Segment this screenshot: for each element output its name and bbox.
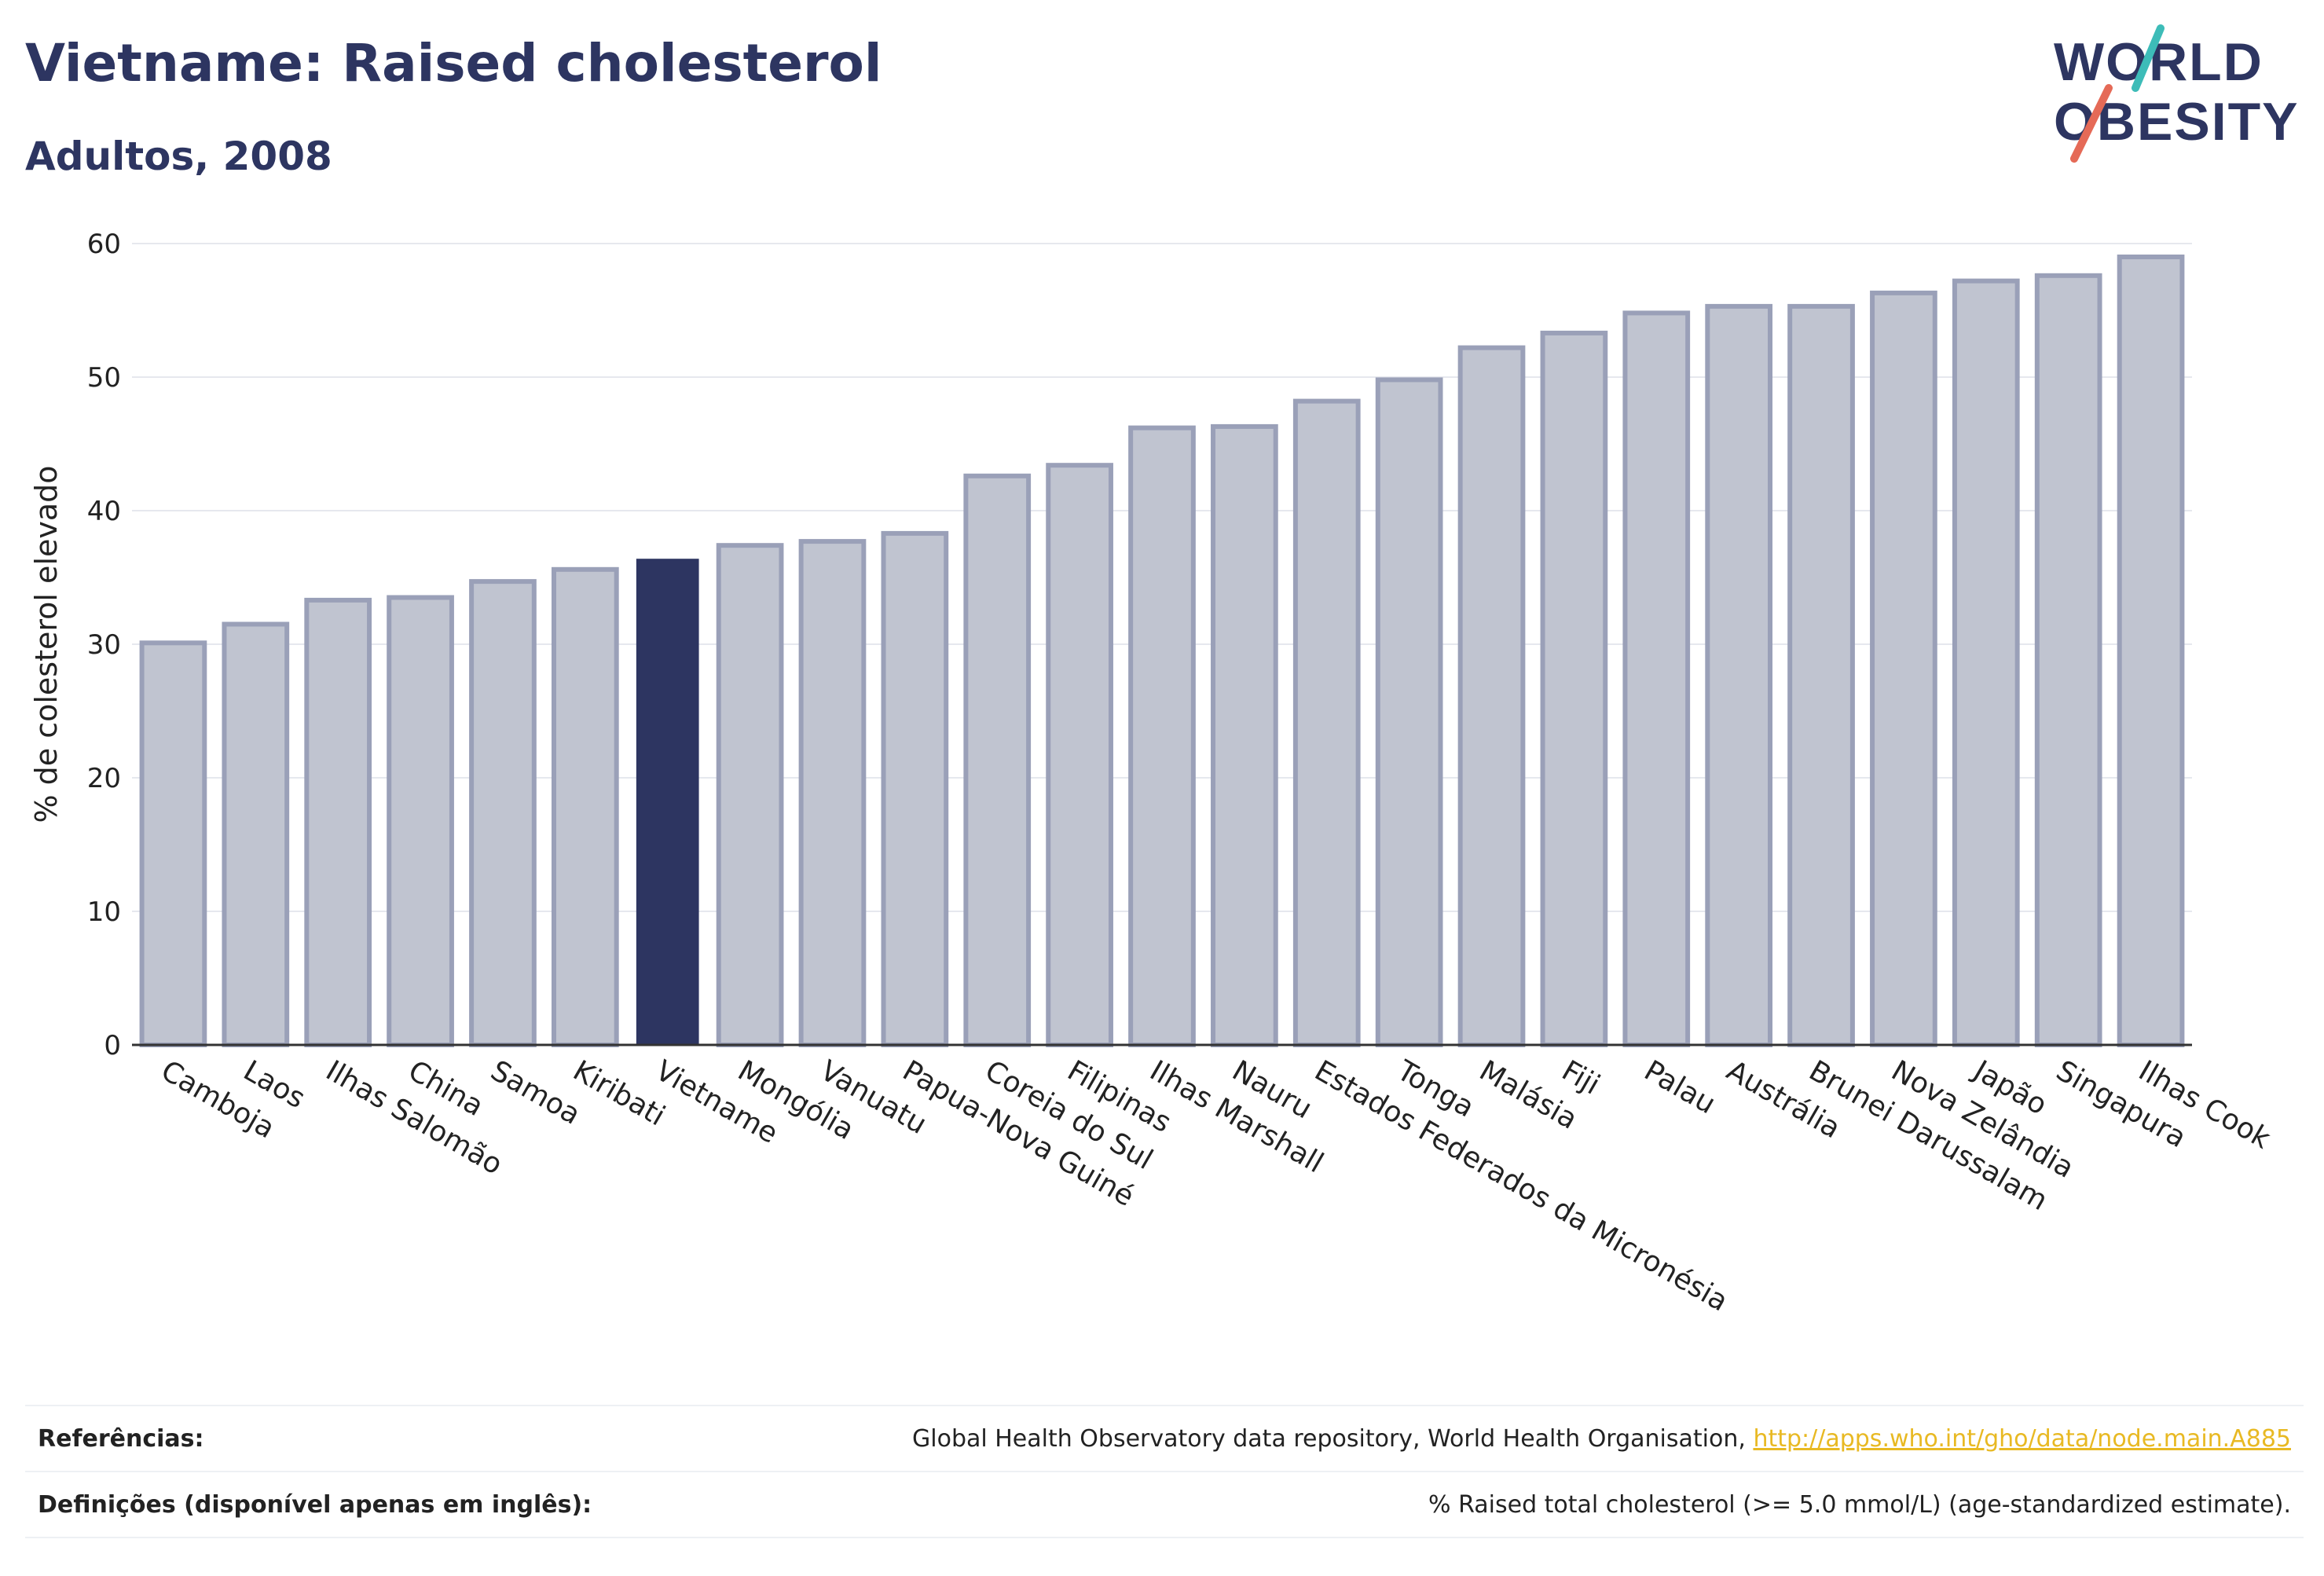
bar-mal-sia	[1457, 345, 1526, 1048]
definitions-row: Definições (disponível apenas em inglês)…	[25, 1471, 2304, 1538]
references-text: Global Health Observatory data repositor…	[912, 1424, 1754, 1453]
references-row: Referências: Global Health Observatory d…	[25, 1405, 2304, 1471]
x-tick-label: Palau	[1639, 1054, 1721, 1120]
logo-slash-teal	[2132, 24, 2165, 92]
bar-ilhas-salom-o	[304, 597, 372, 1047]
bar-vanuatu	[798, 539, 867, 1047]
bar-mong-lia	[716, 543, 784, 1047]
bar-coreia-do-sul	[963, 473, 1032, 1047]
bar-china	[387, 595, 454, 1047]
definitions-text: % Raised total cholesterol (>= 5.0 mmol/…	[1428, 1490, 2291, 1519]
world-obesity-logo: WORLD OBESITY	[2054, 24, 2298, 163]
references-link[interactable]: http://apps.who.int/gho/data/node.main.A…	[1753, 1424, 2291, 1453]
bar-fiji	[1540, 330, 1608, 1047]
bar-palau	[1622, 310, 1691, 1047]
bar-jap-o	[1952, 278, 2020, 1048]
bar-brunei-darussalam	[1787, 303, 1855, 1047]
bar-ilhas-marshall	[1128, 425, 1196, 1047]
bar-filipinas	[1046, 463, 1113, 1047]
bar-laos	[222, 621, 290, 1047]
references-label: Referências:	[38, 1424, 204, 1453]
bar-tonga	[1375, 377, 1443, 1047]
footer: Referências: Global Health Observatory d…	[25, 1405, 2304, 1538]
bar-kiribati	[551, 566, 619, 1047]
y-tick-label: 60	[87, 229, 121, 260]
y-axis-title: % de colesterol elevado	[29, 465, 64, 823]
bar-nova-zel-ndia	[1870, 290, 1937, 1047]
y-axis-ticks: 0 10 20 30 40 50 60	[87, 229, 121, 1061]
bar-camboja	[139, 640, 207, 1047]
y-tick-label: 10	[87, 896, 121, 928]
chart-subtitle: Adultos, 2008	[25, 134, 332, 179]
references-value: Global Health Observatory data repositor…	[912, 1425, 2304, 1453]
y-tick-label: 50	[87, 362, 121, 394]
bar-nauru	[1211, 423, 1278, 1047]
bar-ilhas-cook	[2117, 255, 2185, 1047]
x-tick-label: Samoa	[485, 1054, 585, 1131]
bar-samoa	[469, 579, 537, 1047]
y-tick-label: 40	[87, 496, 121, 527]
chart-title: Vietname: Raised cholesterol	[25, 33, 882, 93]
y-tick-label: 30	[87, 629, 121, 661]
bar-estados-federados-da-micron-sia	[1292, 398, 1361, 1048]
bar-austr-lia	[1705, 303, 1773, 1047]
bars	[139, 255, 2185, 1048]
definitions-label: Definições (disponível apenas em inglês)…	[38, 1490, 592, 1519]
y-tick-label: 0	[104, 1030, 121, 1061]
x-tick-label: Kiribati	[567, 1054, 670, 1132]
bar-papua-nova-guin-	[881, 530, 949, 1047]
logo-slash-red	[2070, 84, 2113, 163]
y-tick-label: 20	[87, 763, 121, 794]
x-tick-label: Fiji	[1556, 1054, 1605, 1101]
bar-vietname	[636, 559, 699, 1045]
bar-singapura	[2034, 273, 2102, 1047]
